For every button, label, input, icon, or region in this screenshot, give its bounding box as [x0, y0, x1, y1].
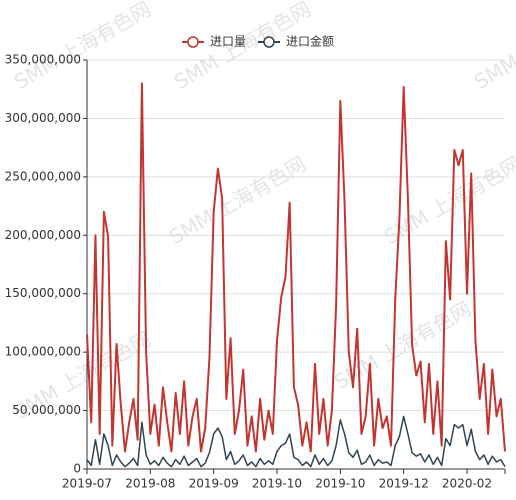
series-line	[86, 82, 506, 453]
series-line	[86, 415, 506, 468]
y-tick-label: 0	[73, 462, 81, 476]
y-tick-label: 300,000,000	[5, 111, 81, 125]
x-tick-label: 2019-08	[125, 477, 175, 491]
legend-icon-marker	[187, 36, 199, 48]
watermarks: SMM 上海有色网 SMM 上海有色网 SMM 上海有色网 SMM 上海有色网 …	[10, 0, 516, 424]
x-tick-label: 2019-10	[252, 477, 302, 491]
x-tick-label: 2019-10	[315, 477, 365, 491]
y-tick-label: 350,000,000	[5, 53, 81, 67]
x-tick-label: 2019-09	[189, 477, 239, 491]
legend-label: 进口金额	[286, 34, 334, 49]
watermark: SMM 上海有色网	[10, 0, 155, 94]
y-tick-label: 150,000,000	[5, 286, 81, 300]
y-tick-label: 50,000,000	[12, 403, 81, 417]
legend-label: 进口量	[210, 35, 246, 49]
legend-icon-marker	[263, 36, 275, 48]
y-tick-label: 100,000,000	[5, 345, 81, 359]
x-tick-label: 2020-02	[442, 477, 492, 491]
x-tick-label: 2019-07	[62, 477, 112, 491]
watermark: SMM 上海有色网	[470, 0, 516, 94]
y-tick-label: 200,000,000	[5, 228, 81, 242]
x-tick-label: 2019-12	[379, 477, 429, 491]
y-tick-label: 250,000,000	[5, 169, 81, 183]
